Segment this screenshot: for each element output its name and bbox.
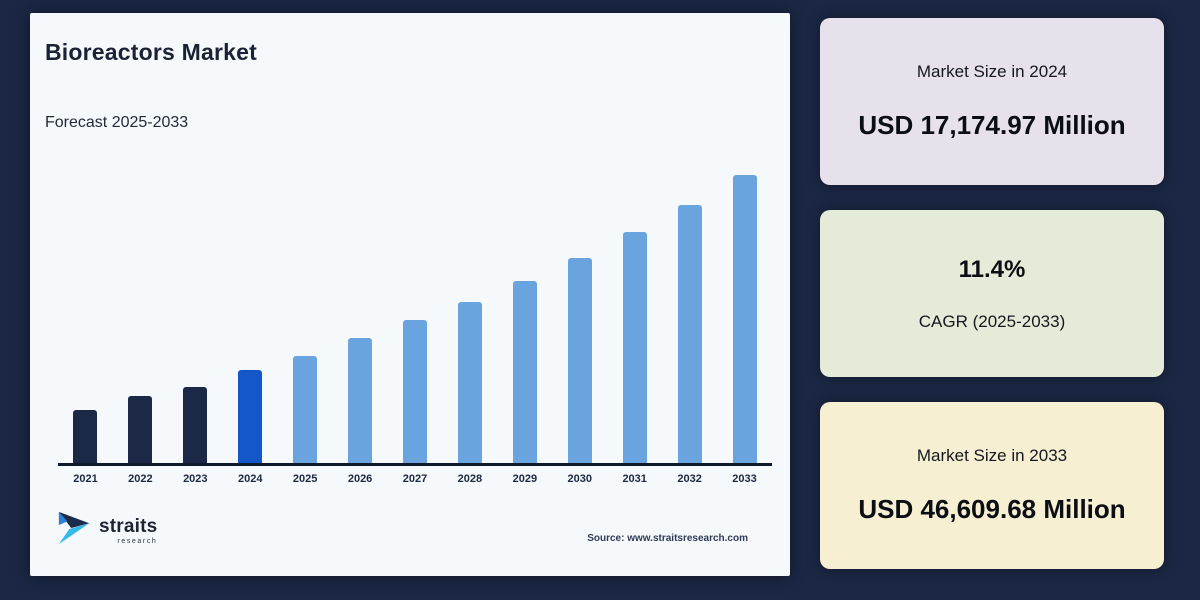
axis-label-2028: 2028 <box>457 473 483 485</box>
bar-slot <box>717 163 772 463</box>
bar-2026 <box>348 338 373 463</box>
bar-2030 <box>567 258 592 463</box>
bar-2032 <box>677 205 702 463</box>
straits-logo-icon <box>56 509 94 552</box>
bar-2033 <box>732 175 757 463</box>
bar-slot <box>113 163 168 463</box>
axis-label-2023: 2023 <box>183 473 208 485</box>
axis-label-2027: 2027 <box>402 473 428 485</box>
straits-research-logo: straits research <box>56 509 157 552</box>
source-attribution: Source: www.straitsresearch.com <box>587 533 748 544</box>
stat-card-label: CAGR (2025-2033) <box>918 311 1066 331</box>
axis-label-2022: 2022 <box>128 473 153 485</box>
bar-slot <box>223 163 278 463</box>
bar-slot <box>552 163 607 463</box>
bar-slot <box>388 163 443 463</box>
axis-label-2021: 2021 <box>73 473 98 485</box>
axis-label-2026: 2026 <box>347 473 373 485</box>
axis-label-row: 2021 2022 2023 2024 2025 2026 2027 2028 2029 2030… <box>58 473 772 485</box>
bar-slot <box>278 163 333 463</box>
stat-card-value: USD 17,174.97 Million <box>858 110 1126 140</box>
page-title: Bioreactors Market <box>45 39 257 65</box>
chart-subtitle: Forecast 2025-2033 <box>45 114 189 131</box>
axis-label-2029: 2029 <box>512 473 538 485</box>
bar-2024 <box>238 370 263 463</box>
axis-label-2033: 2033 <box>732 473 757 485</box>
logo-subtext: research <box>117 537 158 545</box>
axis-label-2025: 2025 <box>292 473 318 485</box>
bar-slot <box>58 163 113 463</box>
stat-card-market-size-2024: Market Size in 2024 USD 17,174.97 Millio… <box>820 18 1164 185</box>
bar-2021 <box>73 410 98 463</box>
bar-2022 <box>128 396 153 463</box>
axis-label-2031: 2031 <box>622 473 647 485</box>
stat-card-value: USD 46,609.68 Million <box>858 494 1126 524</box>
axis-label-2030: 2030 <box>567 473 592 485</box>
chart-panel: Bioreactors Market Forecast 2025-2033 20… <box>30 13 790 576</box>
bar-2028 <box>457 302 482 463</box>
bar-group <box>58 163 772 466</box>
bar-slot <box>497 163 552 463</box>
bar-2023 <box>183 387 208 463</box>
stat-card-label: Market Size in 2024 <box>916 62 1068 81</box>
bar-slot <box>662 163 717 463</box>
bar-slot <box>168 163 223 463</box>
bar-slot <box>442 163 497 463</box>
bar-slot <box>333 163 388 463</box>
stat-card-cagr: 11.4% CAGR (2025-2033) <box>820 210 1164 377</box>
bar-2025 <box>293 356 318 463</box>
stat-card-column: Market Size in 2024 USD 17,174.97 Millio… <box>820 18 1164 569</box>
bar-2027 <box>402 320 427 463</box>
bar-2029 <box>512 281 537 463</box>
bar-2031 <box>622 232 647 463</box>
logo-text: straits research <box>99 517 157 545</box>
axis-label-2024: 2024 <box>237 473 263 485</box>
bar-slot <box>607 163 662 463</box>
stat-card-market-size-2033: Market Size in 2033 USD 46,609.68 Millio… <box>820 402 1164 569</box>
logo-name: straits <box>99 515 158 537</box>
stat-card-value: 11.4% <box>958 255 1026 283</box>
stat-card-label: Market Size in 2033 <box>916 446 1068 465</box>
axis-label-2032: 2032 <box>677 473 702 485</box>
